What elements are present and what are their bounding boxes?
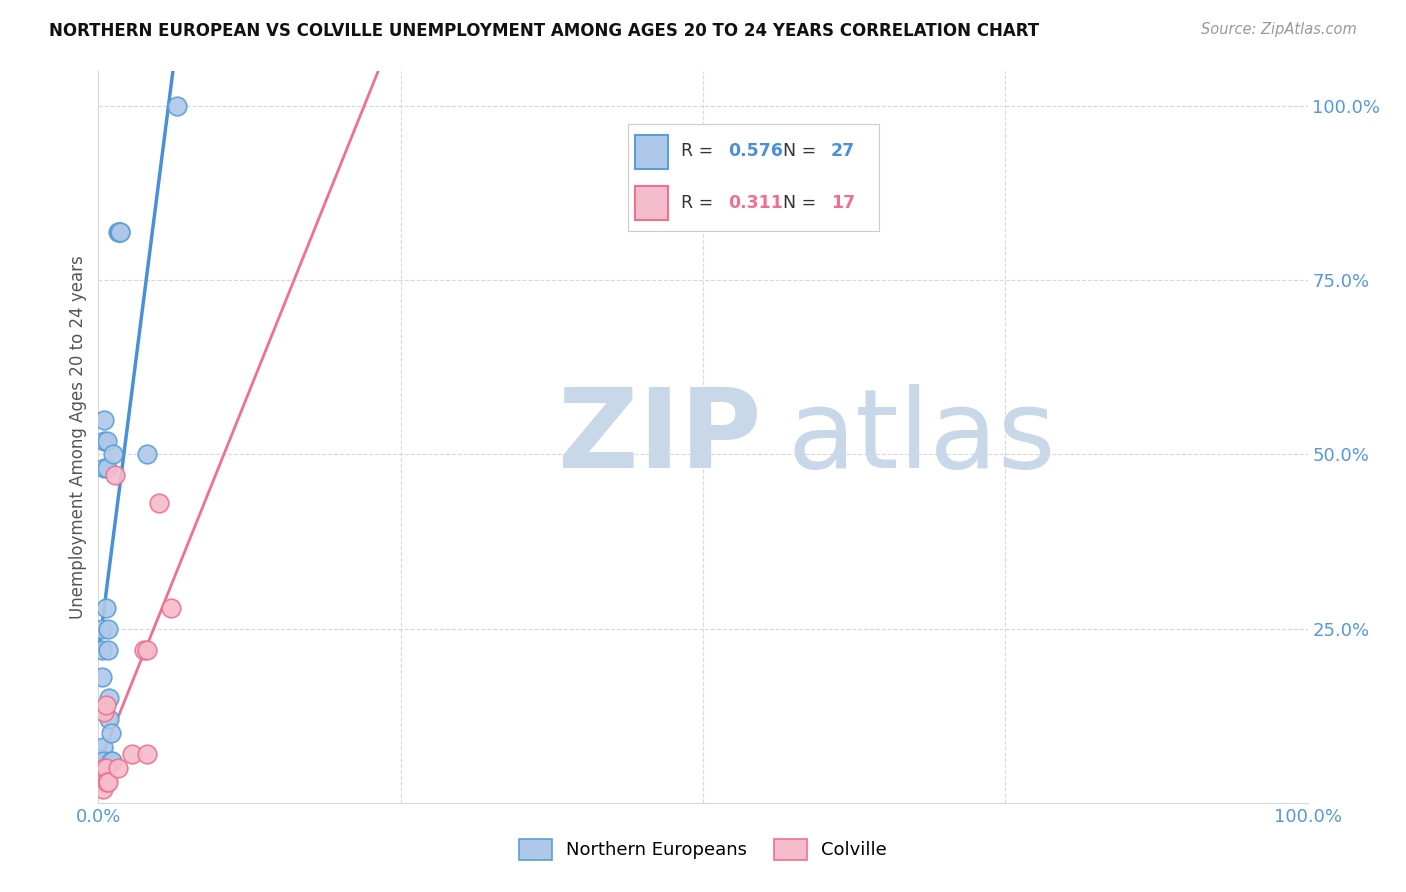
Point xyxy=(94,600,117,615)
FancyBboxPatch shape xyxy=(636,135,668,169)
Text: R =: R = xyxy=(681,194,718,212)
Point xyxy=(107,225,129,239)
Point xyxy=(121,747,143,761)
Point xyxy=(97,642,120,657)
Text: ZIP: ZIP xyxy=(558,384,761,491)
Point xyxy=(97,775,120,789)
Point xyxy=(98,691,121,706)
Text: NORTHERN EUROPEAN VS COLVILLE UNEMPLOYMENT AMONG AGES 20 TO 24 YEARS CORRELATION: NORTHERN EUROPEAN VS COLVILLE UNEMPLOYME… xyxy=(49,22,1039,40)
Point xyxy=(93,761,115,775)
Point xyxy=(100,726,122,740)
Point xyxy=(91,754,114,768)
Point xyxy=(91,622,114,636)
Text: 27: 27 xyxy=(831,143,855,161)
Point xyxy=(100,754,122,768)
Text: 0.311: 0.311 xyxy=(728,194,783,212)
Point xyxy=(90,761,112,775)
Point xyxy=(93,705,115,719)
Point xyxy=(91,670,114,684)
Legend: Northern Europeans, Colville: Northern Europeans, Colville xyxy=(519,838,887,860)
Y-axis label: Unemployment Among Ages 20 to 24 years: Unemployment Among Ages 20 to 24 years xyxy=(69,255,87,619)
Point xyxy=(101,448,124,462)
Point xyxy=(100,754,122,768)
Point xyxy=(96,434,118,448)
Point xyxy=(91,642,114,657)
Point xyxy=(96,775,118,789)
Text: R =: R = xyxy=(681,143,718,161)
Point xyxy=(90,750,112,764)
Point xyxy=(135,642,157,657)
Point xyxy=(108,225,131,239)
Point xyxy=(108,225,131,239)
Point xyxy=(94,698,117,713)
Point xyxy=(91,775,114,789)
Text: N =: N = xyxy=(783,194,823,212)
Point xyxy=(91,781,114,796)
Point xyxy=(98,712,121,726)
Text: Source: ZipAtlas.com: Source: ZipAtlas.com xyxy=(1201,22,1357,37)
Point xyxy=(148,496,170,510)
Text: 0.576: 0.576 xyxy=(728,143,783,161)
Point xyxy=(104,468,127,483)
Text: N =: N = xyxy=(783,143,823,161)
Point xyxy=(108,225,131,239)
Point xyxy=(134,642,156,657)
Point xyxy=(96,461,118,475)
Point xyxy=(166,99,188,113)
Point xyxy=(107,761,129,775)
Point xyxy=(97,622,120,636)
Point xyxy=(90,768,112,782)
Point xyxy=(93,412,115,426)
Text: 17: 17 xyxy=(831,194,855,212)
Point xyxy=(94,761,117,775)
Point xyxy=(93,434,115,448)
Point xyxy=(160,600,183,615)
Point xyxy=(135,448,157,462)
FancyBboxPatch shape xyxy=(636,186,668,220)
Point xyxy=(135,747,157,761)
Text: atlas: atlas xyxy=(787,384,1056,491)
Point xyxy=(91,740,114,755)
Point xyxy=(93,461,115,475)
